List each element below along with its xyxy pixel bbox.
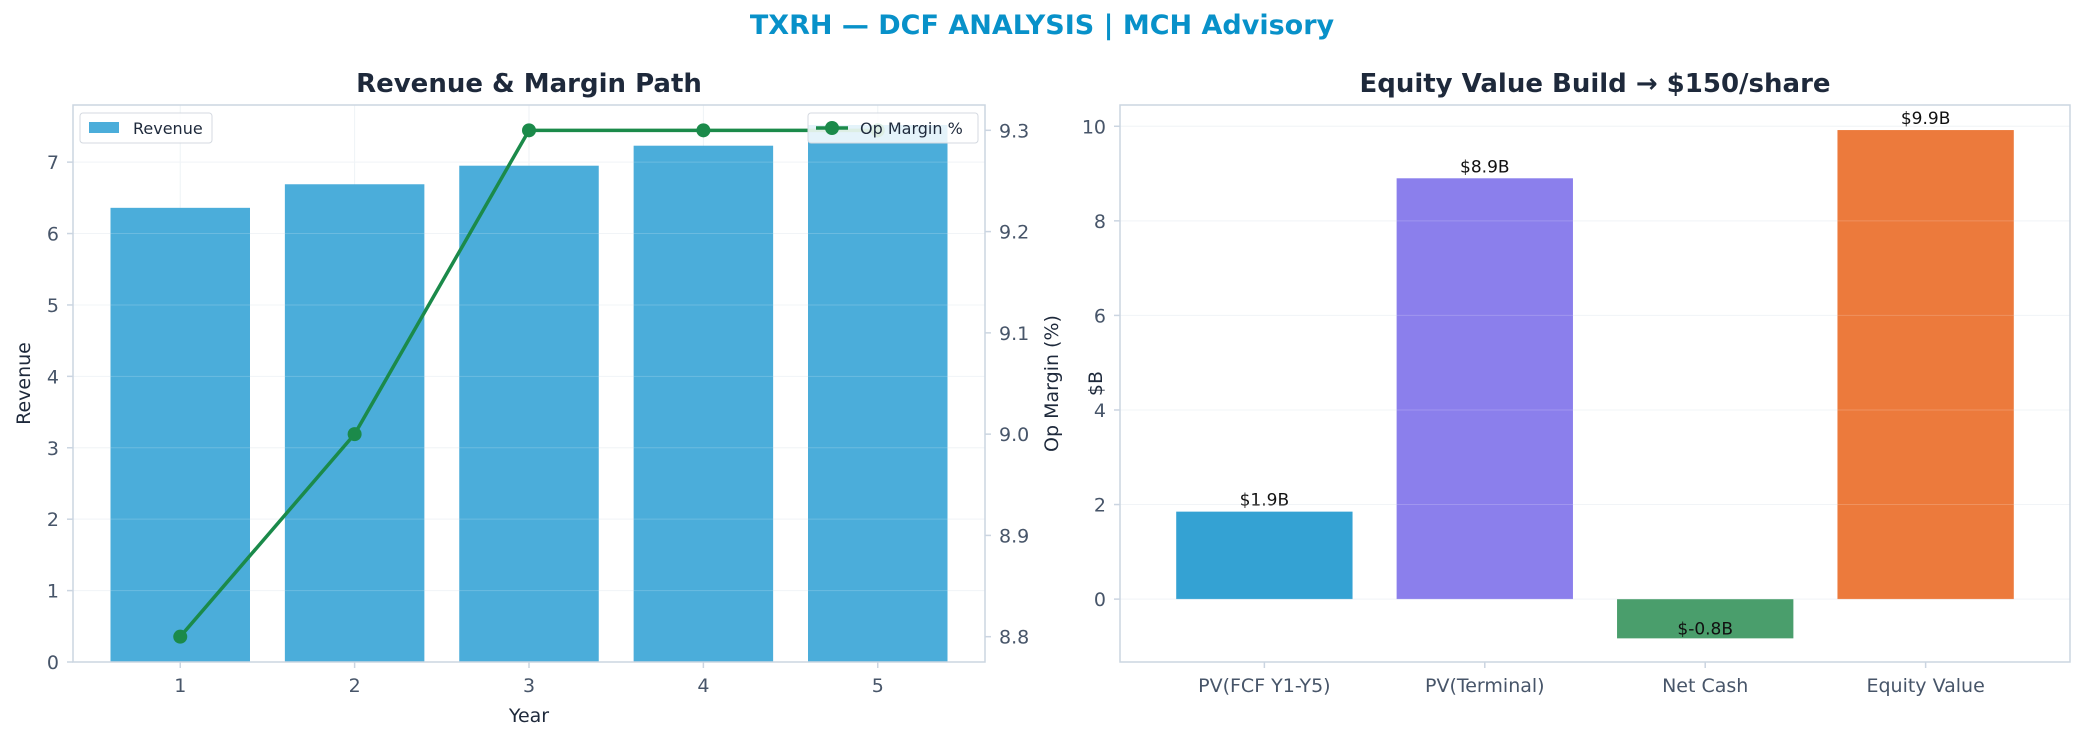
y-tick-label: 1 — [47, 581, 59, 603]
legend-box — [79, 112, 213, 144]
op-margin-point — [696, 123, 711, 138]
y-tick-label: 0 — [47, 652, 59, 674]
x-tick-label: 1 — [174, 675, 186, 697]
y-tick-label: 5 — [47, 295, 59, 317]
chart-title: Equity Value Build → $150/share — [1359, 69, 1830, 99]
op-margin-point — [522, 123, 536, 138]
y-tick-label: 4 — [1094, 400, 1106, 422]
legend-swatch — [89, 122, 119, 133]
x-tick-label: PV(FCF Y1-Y5) — [1198, 675, 1330, 697]
revenue-bar — [633, 145, 774, 662]
revenue-bar — [808, 124, 948, 662]
legend-revenue: Revenue — [79, 112, 213, 144]
op-margin-point — [173, 629, 188, 644]
equity-bar — [1837, 130, 2014, 600]
x-tick-label: Net Cash — [1662, 675, 1748, 697]
y-tick-label: 7 — [47, 152, 59, 174]
x-tick-label: 5 — [872, 675, 884, 697]
y-tick-label: 3 — [47, 438, 59, 460]
y-tick-label: 10 — [1082, 116, 1106, 138]
y-tick-label: 6 — [47, 224, 59, 246]
y-tick-label: 0 — [1094, 589, 1106, 611]
y2-tick-label: 8.9 — [999, 525, 1029, 547]
y-tick-label: 2 — [47, 509, 59, 531]
bar-value-label: $-0.8B — [1677, 619, 1733, 639]
y-axis-label: Revenue — [13, 342, 35, 425]
y-tick-label: 4 — [47, 366, 59, 388]
legend-marker — [825, 121, 839, 135]
y2-tick-label: 9.1 — [999, 323, 1029, 345]
equity-bar — [1617, 599, 1794, 639]
y-tick-label: 6 — [1094, 305, 1106, 327]
equity-value-chart: Equity Value Build → $150/share $1.9B $8.9… — [1082, 69, 2071, 697]
revenue-bar — [284, 184, 425, 662]
bar-value-label: $1.9B — [1240, 491, 1290, 511]
y-axis-label: $B — [1085, 371, 1107, 396]
revenue-bar — [110, 207, 250, 663]
y2-tick-label: 9.2 — [999, 222, 1029, 244]
y2-tick-label: 8.8 — [999, 627, 1029, 649]
revenue-margin-chart: Revenue & Margin Path 0 1 2 3 4 5 6 7 1 2 3 4 5 8.8 8.9… — [13, 69, 1063, 727]
y2-tick-label: 9.3 — [999, 120, 1029, 142]
figure-suptitle: TXRH — DCF ANALYSIS | MCH Advisory — [750, 10, 1335, 41]
x-tick-label: Equity Value — [1866, 675, 1984, 697]
op-margin-point — [347, 427, 362, 442]
x-tick-label: PV(Terminal) — [1425, 675, 1545, 697]
legend-box — [807, 112, 979, 144]
bar-value-label: $9.9B — [1901, 109, 1951, 129]
bar-value-label: $8.9B — [1460, 157, 1510, 177]
x-axis-label: Year — [508, 705, 549, 727]
equity-bar — [1176, 511, 1353, 600]
y-tick-label: 8 — [1094, 211, 1106, 233]
legend-op-margin: Op Margin % — [807, 112, 979, 144]
plot-frame — [1119, 104, 2071, 663]
revenue-bar — [459, 165, 599, 662]
legend-label: Revenue — [133, 119, 203, 138]
y-tick-label: 2 — [1094, 495, 1106, 517]
x-tick-label: 4 — [697, 675, 709, 697]
legend-label: Op Margin % — [860, 119, 963, 138]
x-tick-label: 2 — [349, 675, 361, 697]
y2-axis-label: Op Margin (%) — [1041, 315, 1063, 452]
y2-tick-label: 9.0 — [999, 424, 1029, 446]
chart-title: Revenue & Margin Path — [356, 69, 702, 99]
x-tick-label: 3 — [523, 675, 535, 697]
equity-bar — [1396, 178, 1573, 600]
